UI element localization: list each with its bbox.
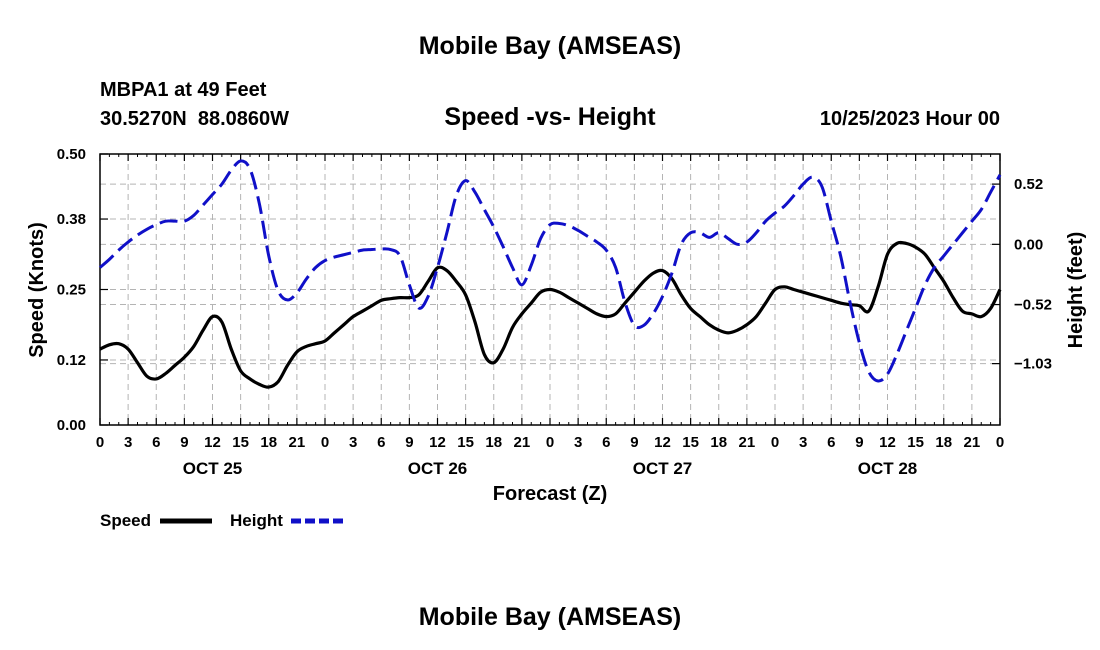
legend-speed-label: Speed	[100, 511, 151, 530]
chart-title: Speed -vs- Height	[444, 103, 656, 131]
height-series-line	[99, 159, 1002, 383]
y2-tick-label: 0.00	[1014, 236, 1043, 253]
series-layer	[99, 159, 1002, 389]
day-label: OCT 28	[858, 459, 918, 478]
y2-tick-label: −1.03	[1014, 356, 1052, 373]
x-tick-label: 18	[710, 434, 727, 451]
x-tick-label: 6	[602, 434, 610, 451]
y-axis-label: Speed (Knots)	[26, 222, 48, 358]
x-tick-label: 21	[739, 434, 756, 451]
x-axis-label: Forecast (Z)	[493, 483, 607, 505]
x-tick-label: 9	[855, 434, 863, 451]
x-tick-label: 12	[654, 434, 671, 451]
x-tick-label: 12	[204, 434, 221, 451]
x-tick-label: 18	[260, 434, 277, 451]
y2-axis-label: Height (feet)	[1065, 232, 1087, 349]
x-tick-label: 0	[996, 434, 1004, 451]
legend-height-label: Height	[230, 511, 283, 530]
x-tick-label: 3	[349, 434, 357, 451]
y-tick-label: 0.38	[57, 211, 86, 228]
x-tick-label: 15	[457, 434, 474, 451]
x-tick-label: 15	[682, 434, 699, 451]
y-tick-label: 0.00	[57, 417, 86, 434]
y-tick-label: 0.25	[57, 282, 86, 299]
x-tick-label: 12	[429, 434, 446, 451]
y2-tick-label: 0.52	[1014, 176, 1043, 193]
x-tick-label: 9	[630, 434, 638, 451]
station-label: MBPA1 at 49 Feet	[100, 79, 267, 101]
day-label: OCT 25	[183, 459, 243, 478]
x-tick-label: 9	[405, 434, 413, 451]
x-tick-label: 9	[180, 434, 188, 451]
x-tick-label: 21	[289, 434, 306, 451]
x-tick-label: 15	[232, 434, 249, 451]
x-tick-label: 0	[96, 434, 104, 451]
day-label: OCT 26	[408, 459, 468, 478]
x-tick-label: 0	[321, 434, 329, 451]
top-title: Mobile Bay (AMSEAS)	[419, 32, 682, 60]
y2-tick-label: −0.52	[1014, 297, 1052, 314]
legend: Speed Height	[100, 511, 343, 530]
bottom-title: Mobile Bay (AMSEAS)	[419, 603, 682, 631]
x-tick-label: 3	[799, 434, 807, 451]
x-tick-label: 18	[935, 434, 952, 451]
x-tick-label: 3	[124, 434, 132, 451]
day-label: OCT 27	[633, 459, 693, 478]
datetime-label: 10/25/2023 Hour 00	[820, 108, 1000, 130]
x-tick-label: 21	[964, 434, 981, 451]
grid-lines	[100, 154, 1000, 425]
x-tick-label: 12	[879, 434, 896, 451]
x-tick-label: 6	[152, 434, 160, 451]
axis-ticks: 0 3 6 9 12 15 18 21 0 3 6 9 12 15 18 21 0 3 6 9 12 15 18 21 0 3 6 9…	[57, 146, 1052, 478]
x-tick-label: 0	[546, 434, 554, 451]
x-tick-label: 0	[771, 434, 779, 451]
y-tick-label: 0.50	[57, 146, 86, 163]
x-tick-label: 18	[485, 434, 502, 451]
x-tick-label: 15	[907, 434, 924, 451]
x-tick-label: 6	[377, 434, 385, 451]
coordinates-label: 30.5270N 88.0860W	[100, 108, 289, 130]
x-tick-label: 21	[514, 434, 531, 451]
y-tick-label: 0.12	[57, 352, 86, 369]
x-tick-label: 3	[574, 434, 582, 451]
x-tick-label: 6	[827, 434, 835, 451]
